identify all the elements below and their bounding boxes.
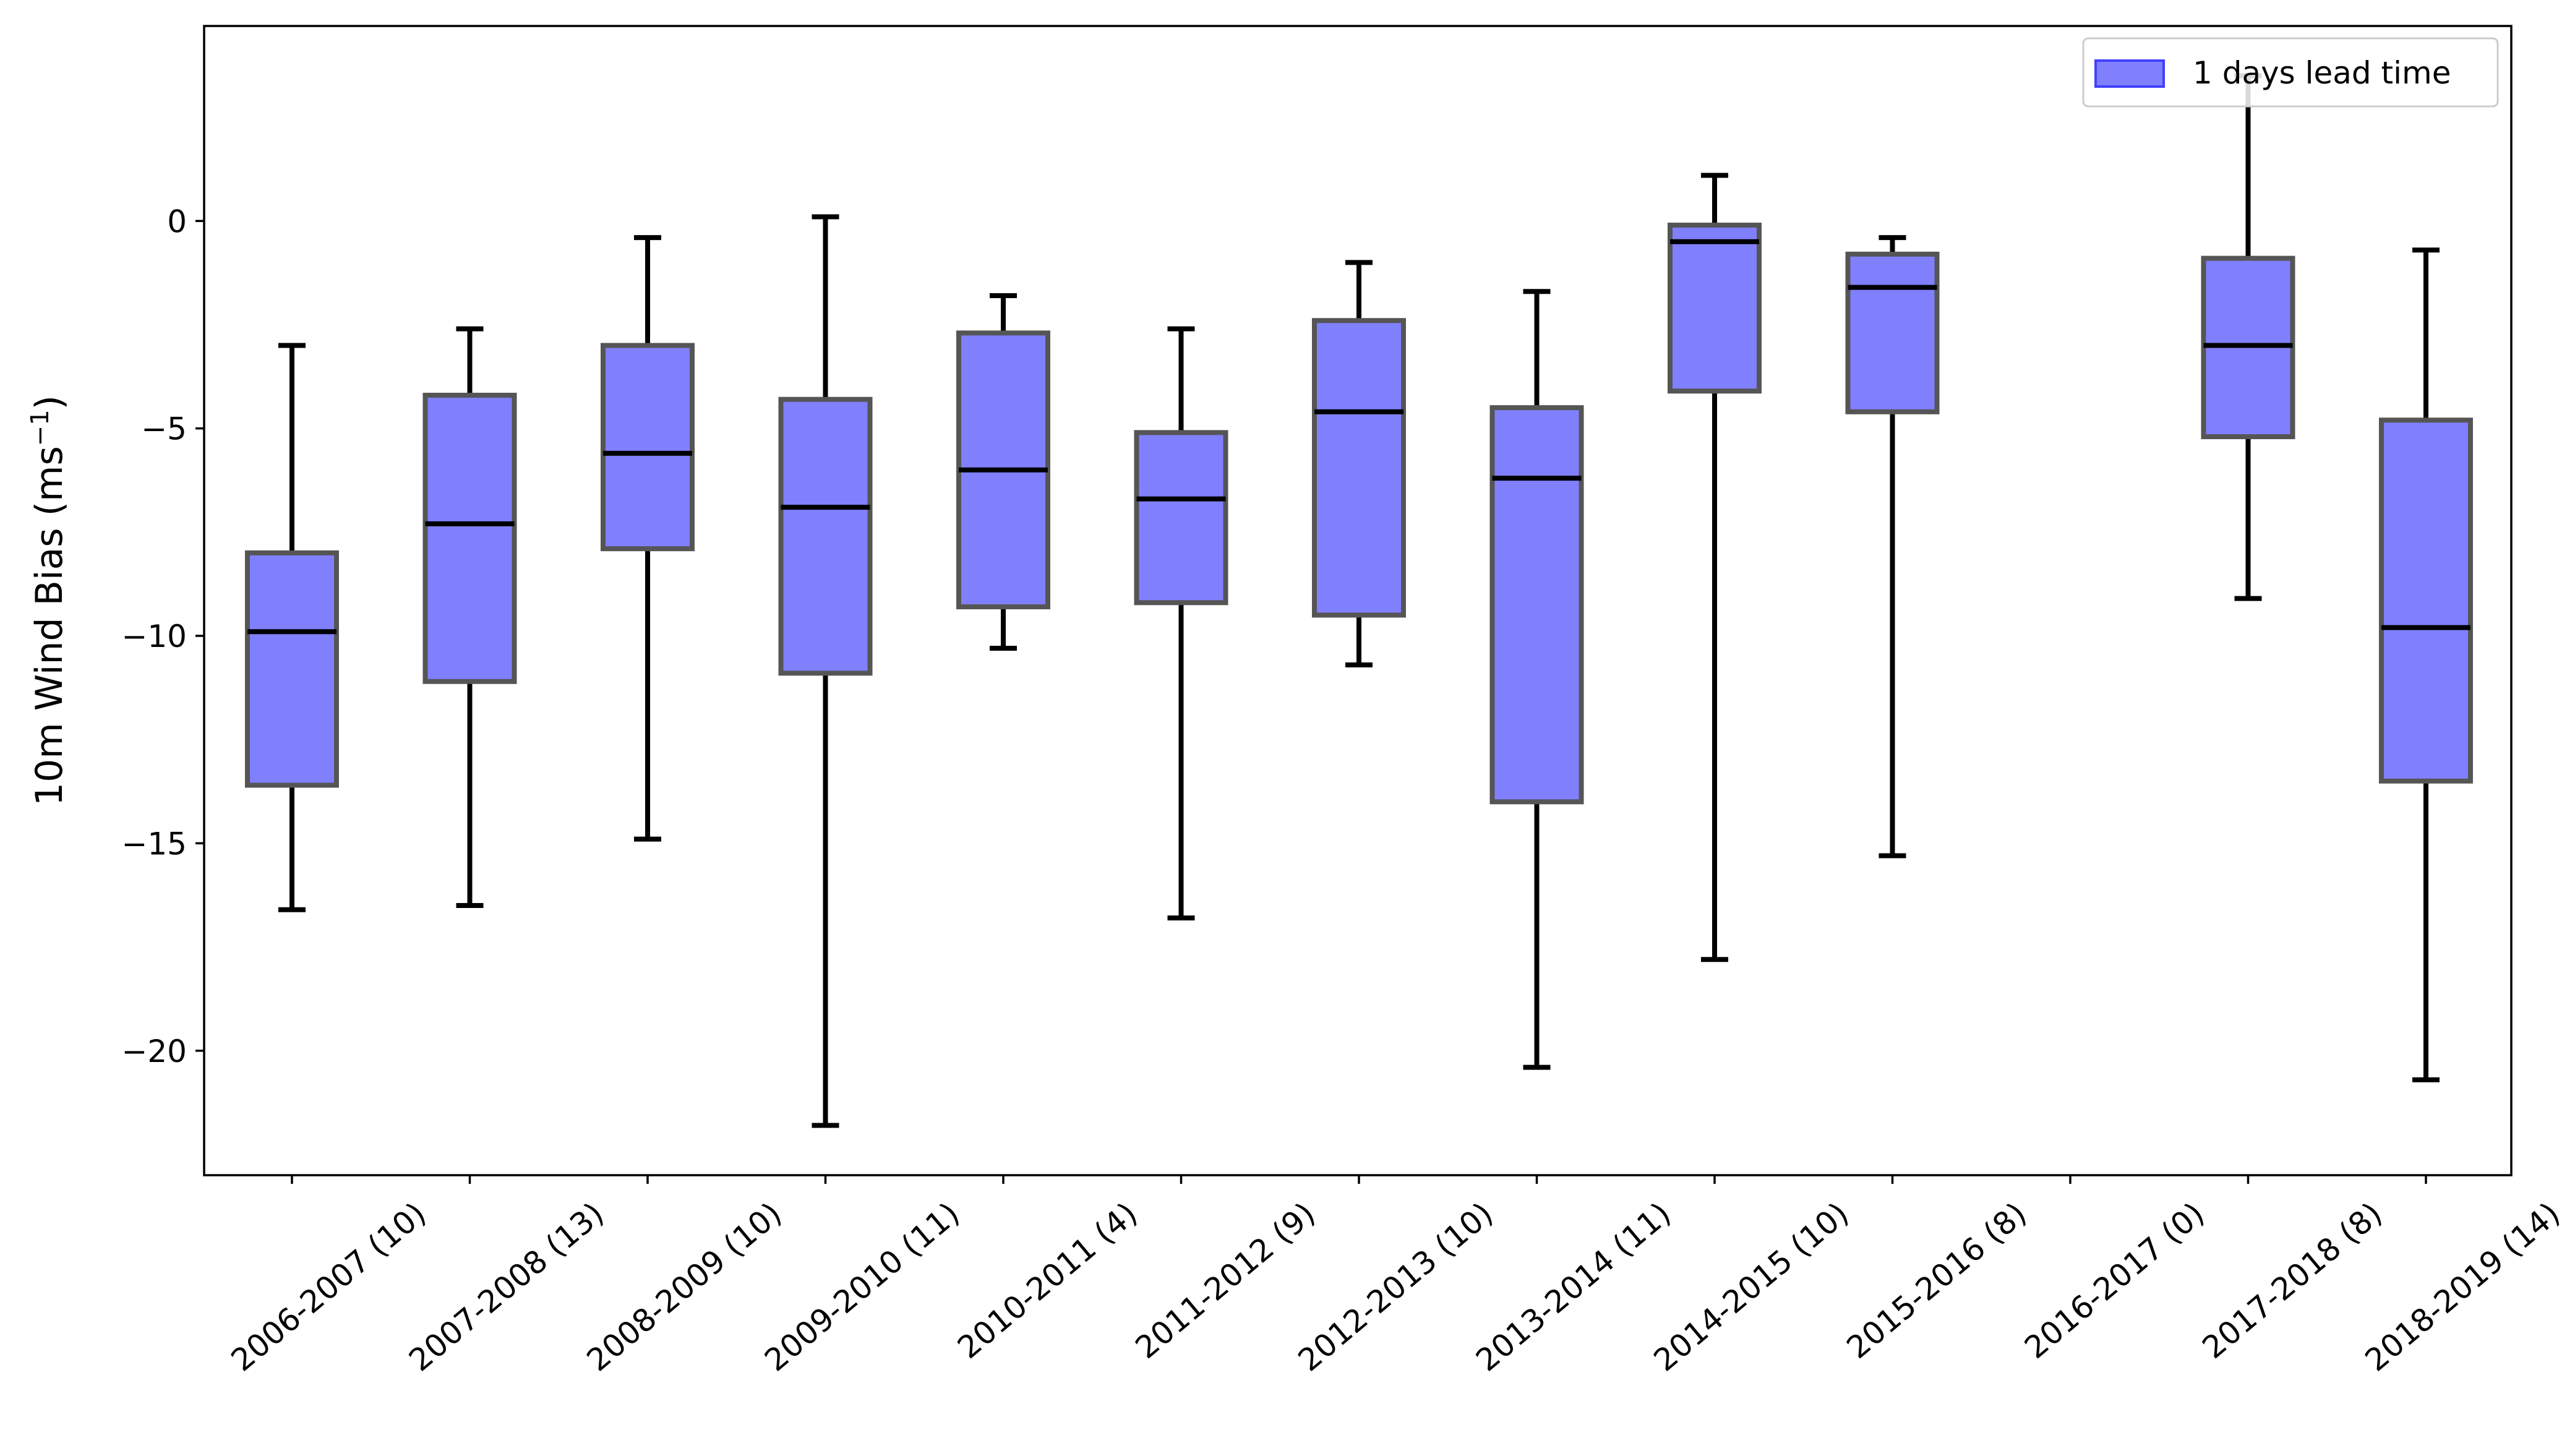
box-4 [778,214,873,1128]
iqr-box [1668,222,1762,394]
y-axis-label-superscript: −1 [26,409,54,446]
y-tick-label: −20 [121,1034,187,1069]
y-tick-label: −15 [121,826,187,862]
y-tick-label: −10 [121,619,187,654]
y-tick-label: −5 [141,411,187,447]
iqr-box [778,396,873,676]
box-13 [2379,247,2473,1082]
plot-layer [245,73,2473,1128]
iqr-box [601,343,695,552]
iqr-box [1489,405,1584,805]
legend-swatch [2094,59,2165,88]
plot-frame [203,25,2513,1176]
box-10 [1845,235,1940,859]
legend-label: 1 days lead time [2193,55,2451,91]
y-axis-label: 10m Wind Bias (ms−1) [26,395,71,806]
iqr-box [422,392,517,684]
box-2 [422,326,517,909]
box-1 [245,343,339,912]
iqr-box [2379,418,2473,784]
box-9 [1668,173,1762,962]
iqr-box [245,550,339,788]
y-tick-label: 0 [167,203,187,239]
box-7 [1312,260,1406,667]
box-8 [1489,289,1584,1070]
legend-frame [2082,37,2499,108]
iqr-box [1845,251,1940,414]
iqr-box [1312,318,1406,618]
legend: 1 days lead time [2082,37,2499,108]
box-3 [601,235,695,842]
iqr-box [1134,430,1228,606]
box-6 [1134,326,1228,921]
box-5 [956,293,1050,651]
